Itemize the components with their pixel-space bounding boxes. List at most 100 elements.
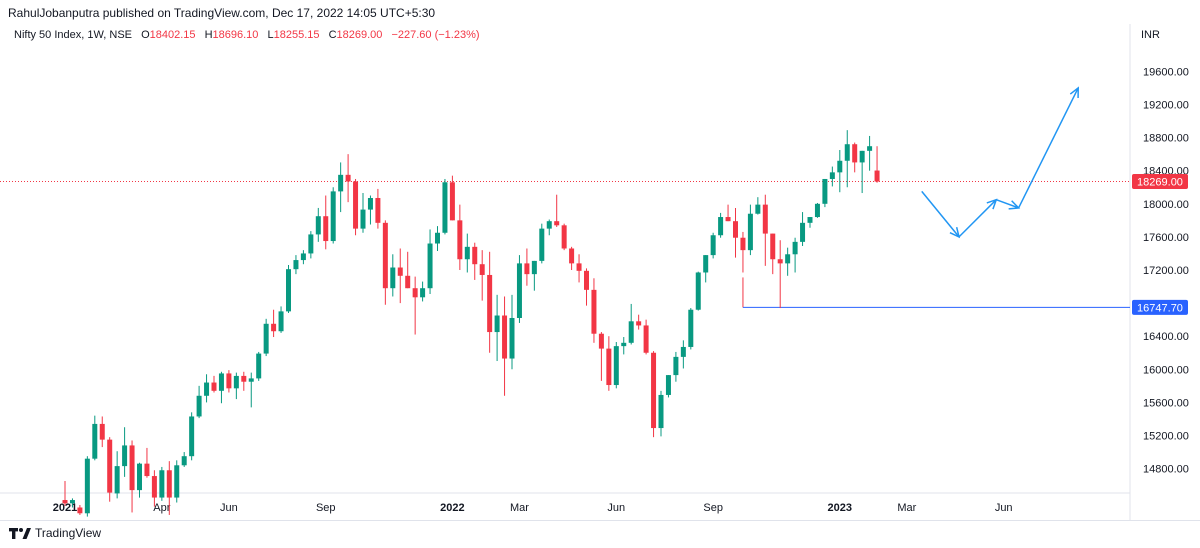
candle	[755, 197, 761, 215]
candle	[770, 233, 776, 275]
candle-body	[69, 500, 75, 504]
candle-body	[598, 333, 604, 349]
candle	[226, 370, 232, 393]
candle	[181, 452, 187, 467]
candle	[733, 207, 738, 258]
candle	[114, 451, 120, 499]
candle	[740, 231, 746, 273]
candle-body	[449, 182, 455, 221]
candle	[300, 250, 306, 265]
projection-segment	[1017, 87, 1079, 209]
candle	[665, 375, 671, 398]
candle-body	[84, 458, 90, 514]
candle-body	[129, 445, 135, 491]
candle	[218, 371, 224, 404]
candle	[643, 319, 649, 355]
candle-body	[479, 264, 485, 275]
candle	[591, 278, 597, 343]
candle-body	[382, 222, 388, 289]
candle	[822, 178, 828, 208]
projection-segment	[921, 190, 960, 238]
candle	[308, 231, 314, 259]
candle	[554, 194, 560, 227]
candle-body	[218, 373, 224, 391]
candle-body	[770, 233, 776, 260]
candle-body	[814, 203, 820, 218]
price-tick-label: 19200.00	[1143, 100, 1189, 112]
candle-body	[516, 263, 522, 318]
candle	[382, 220, 388, 305]
candle-body	[822, 178, 828, 204]
candle	[449, 175, 455, 221]
candle-body	[233, 375, 239, 389]
candle-body	[442, 182, 448, 233]
time-axis[interactable]: 2021 Apr Jun Sep 2022 Mar Jun Sep 2023 Mar Jun	[53, 502, 1013, 514]
projection-arrows	[921, 86, 1079, 239]
price-axis[interactable]: 14800.00 15200.00 15600.00 16000.00 16400.00…	[1143, 66, 1189, 475]
price-chart[interactable]: INR 14800.00 15200.00 15600.00 16000.00 1640…	[0, 0, 1200, 520]
candle	[315, 207, 321, 242]
candle-body	[531, 260, 537, 275]
candle-body	[673, 356, 679, 376]
time-tick-label: 2022	[440, 502, 464, 514]
candle-body	[643, 325, 649, 353]
candle-body	[591, 289, 597, 334]
candle-body	[204, 382, 210, 396]
candle	[375, 188, 381, 229]
support-badge-text: 16747.70	[1137, 302, 1183, 314]
candle-body	[665, 375, 671, 395]
candle	[405, 251, 411, 289]
candle	[710, 232, 716, 259]
symbol-name[interactable]: Nifty 50 Index, 1W, NSE	[14, 29, 132, 41]
candle	[874, 146, 880, 183]
candle	[233, 372, 239, 400]
candle	[435, 226, 440, 251]
candle-body	[114, 466, 120, 494]
candle	[166, 461, 172, 515]
candle-body	[777, 259, 783, 264]
price-tick-label: 18000.00	[1143, 199, 1189, 211]
candle	[159, 466, 165, 501]
candle-body	[300, 253, 306, 261]
candle-body	[345, 174, 351, 182]
candle-body	[747, 213, 753, 251]
candle	[651, 351, 657, 438]
tradingview-logo-icon	[9, 528, 31, 539]
candle	[479, 250, 485, 301]
price-tick-label: 19600.00	[1143, 66, 1189, 78]
candle-body	[539, 228, 545, 261]
candle	[286, 265, 291, 314]
candle	[852, 142, 858, 173]
candle-body	[844, 144, 850, 161]
candle	[636, 314, 642, 330]
candle	[494, 294, 500, 362]
price-tick-label: 16400.00	[1143, 331, 1189, 343]
brand[interactable]: TradingView	[9, 526, 101, 540]
candle-body	[606, 348, 612, 386]
time-tick-label: Mar	[510, 502, 529, 514]
candle	[263, 318, 269, 357]
candle-body	[725, 217, 731, 222]
candle	[293, 255, 299, 275]
candle-body	[278, 311, 284, 332]
price-tick-label: 14800.00	[1143, 464, 1189, 476]
candle	[762, 194, 768, 266]
candle	[688, 308, 694, 350]
candle	[502, 296, 508, 396]
low-label: L	[267, 29, 274, 41]
time-tick-label: Mar	[897, 502, 916, 514]
candle-body	[256, 353, 262, 379]
candle-body	[405, 275, 411, 289]
time-tick-label: Jun	[995, 502, 1013, 514]
candle-body	[509, 317, 515, 359]
candle-body	[174, 465, 180, 498]
candle	[151, 470, 157, 507]
candle-body	[867, 146, 873, 151]
candle	[360, 193, 366, 233]
candle-body	[688, 309, 694, 347]
candle	[196, 385, 202, 419]
candle	[561, 223, 567, 251]
candle	[338, 162, 344, 213]
candle	[718, 212, 724, 238]
candle-body	[613, 346, 619, 386]
